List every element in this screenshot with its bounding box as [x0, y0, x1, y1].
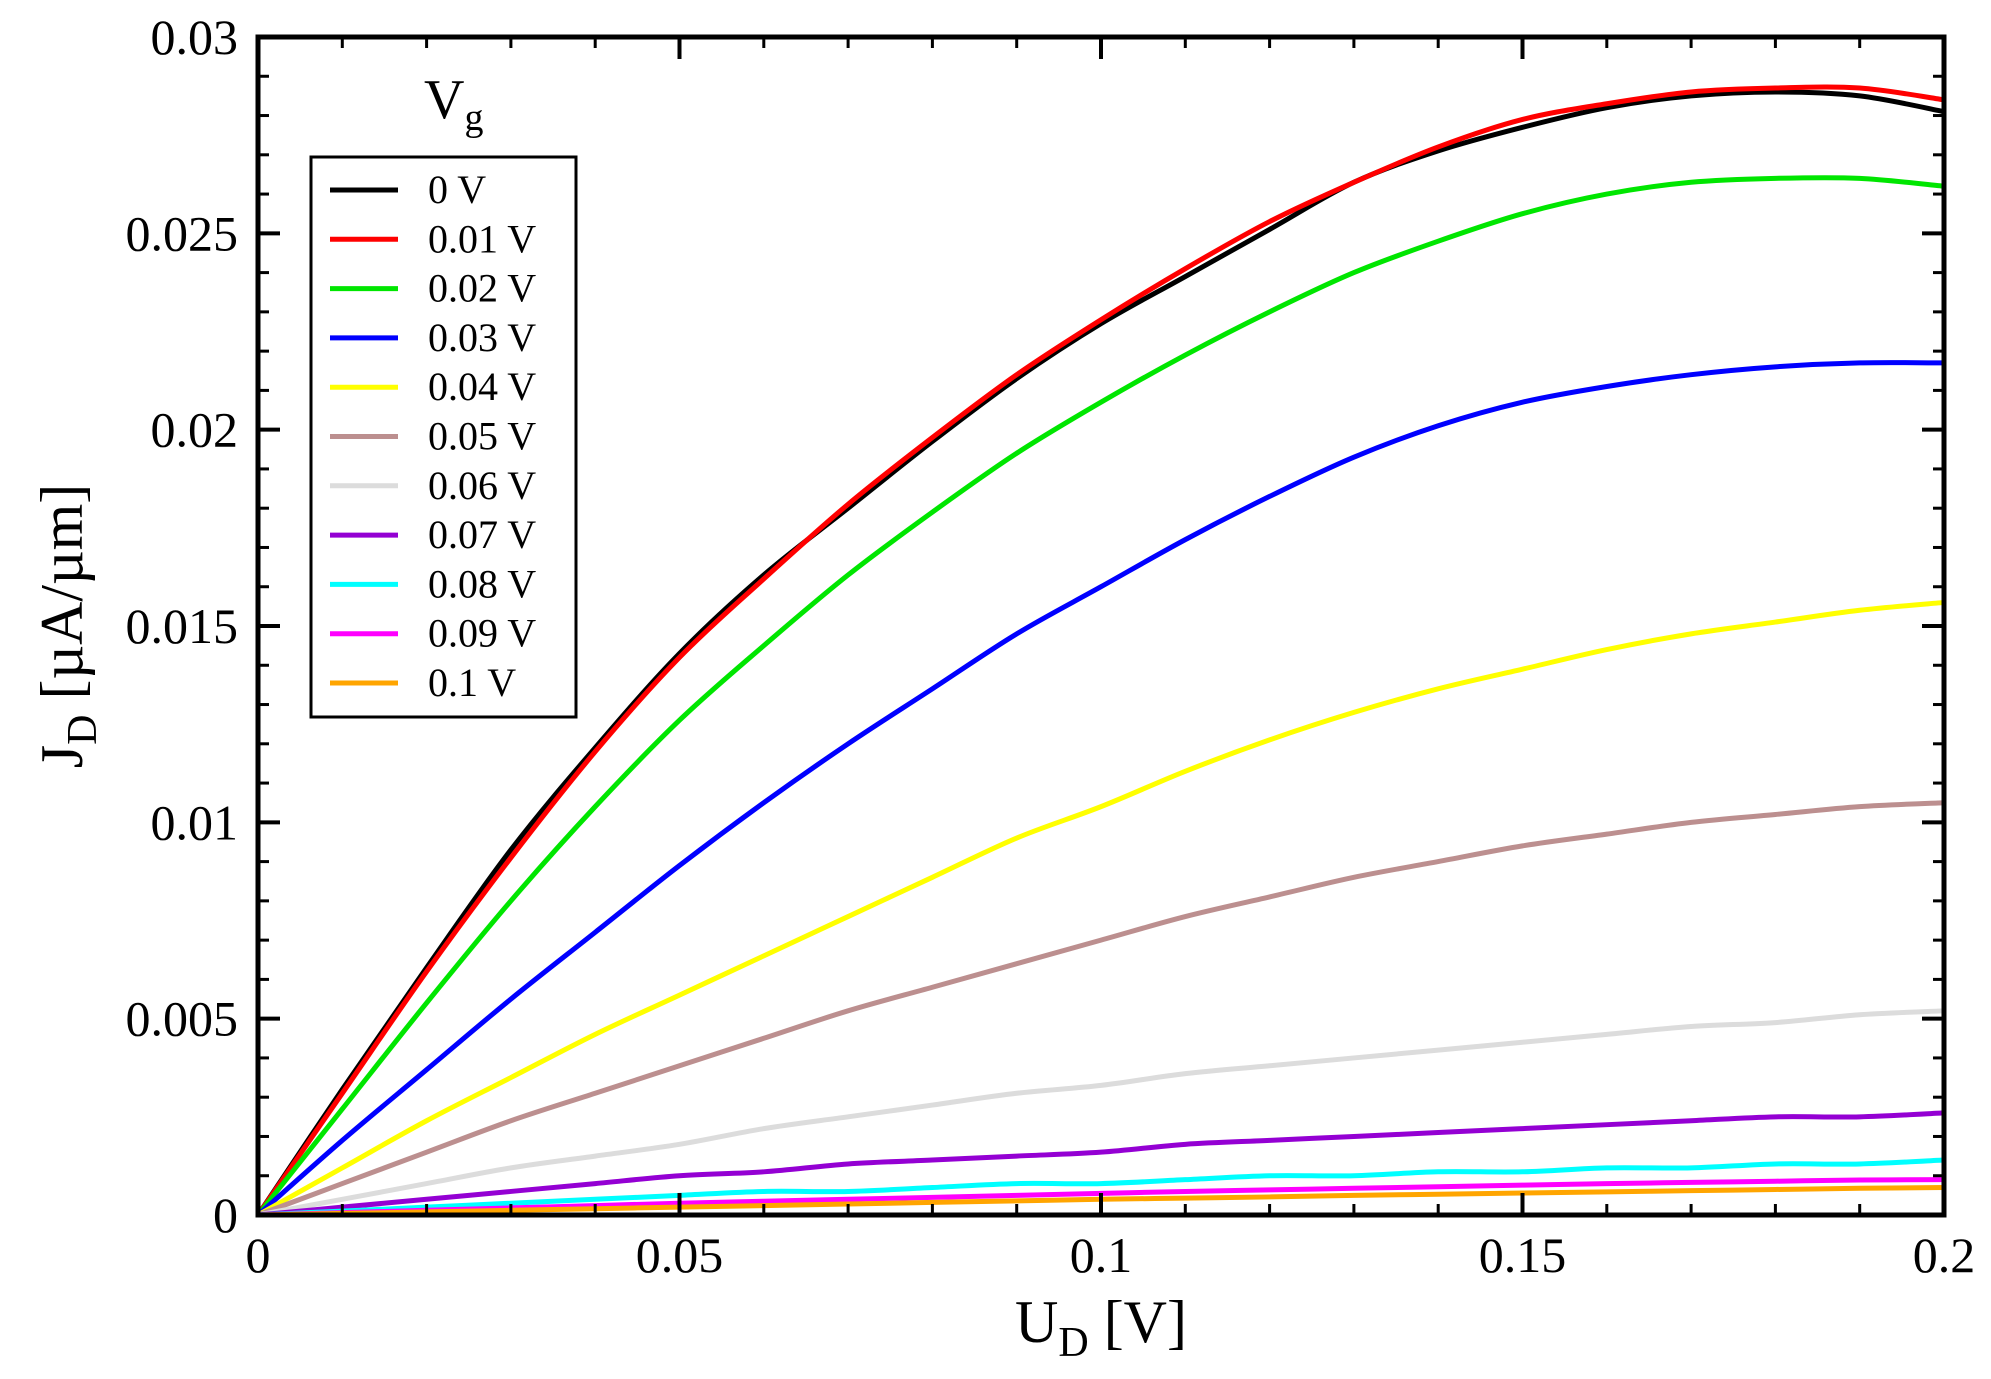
y-tick-label: 0.025	[126, 205, 239, 261]
legend-label: 0.03 V	[428, 315, 536, 360]
series-line-0	[255, 89, 1945, 1217]
legend-label: 0.09 V	[428, 611, 536, 656]
legend-entries: 0 V0.01 V0.02 V0.03 V0.04 V0.05 V0.06 V0…	[330, 167, 536, 705]
plot-frame	[255, 34, 1947, 1218]
legend: Vg 0 V0.01 V 0.02 V0.03 V0.04 V 0.05 V0.06…	[309, 69, 578, 719]
series-line-7	[257, 1110, 1945, 1218]
series-line-4	[256, 599, 1945, 1218]
legend-label: 0.1 V	[428, 660, 516, 705]
series-line-1	[255, 84, 1945, 1217]
y-tick-label: 0	[213, 1187, 238, 1243]
series-layer	[255, 84, 1945, 1218]
x-tick-label: 0	[246, 1227, 271, 1283]
x-tick-label: 0.05	[636, 1227, 724, 1283]
legend-label: 0.04 V	[428, 364, 536, 409]
y-tick-label: 0.02	[151, 402, 239, 458]
legend-label: 0.02 V	[428, 266, 536, 311]
series-line-2	[256, 175, 1945, 1217]
y-axis-label: JD [µA/µm]	[29, 484, 106, 768]
legend-label: 0.08 V	[428, 561, 536, 606]
x-tick-label: 0.2	[1913, 1227, 1976, 1283]
series-line-6	[257, 1008, 1945, 1218]
legend-label: 0 V	[428, 167, 486, 212]
series-line-8	[257, 1157, 1945, 1218]
x-axis-label: UD [V]	[1015, 1289, 1187, 1366]
series-line-3	[256, 360, 1945, 1217]
legend-label: 0.01 V	[428, 216, 536, 261]
series-line-5	[257, 800, 1945, 1218]
y-tick-label: 0.005	[126, 991, 239, 1047]
tick-layer: 0 0.05 0.1 0.15 0.2 0 0.005 0.01 0.015 0.02 0.025 0…	[126, 9, 1976, 1283]
y-tick-label: 0.01	[151, 794, 239, 850]
legend-label: 0.05 V	[428, 414, 536, 459]
legend-label: 0.06 V	[428, 463, 536, 508]
y-tick-label: 0.015	[126, 598, 239, 654]
x-tick-label: 0.15	[1479, 1227, 1567, 1283]
x-tick-label: 0.1	[1070, 1227, 1133, 1283]
legend-title: Vg	[424, 69, 483, 139]
legend-label: 0.07 V	[428, 512, 536, 557]
y-tick-label: 0.03	[151, 9, 239, 65]
